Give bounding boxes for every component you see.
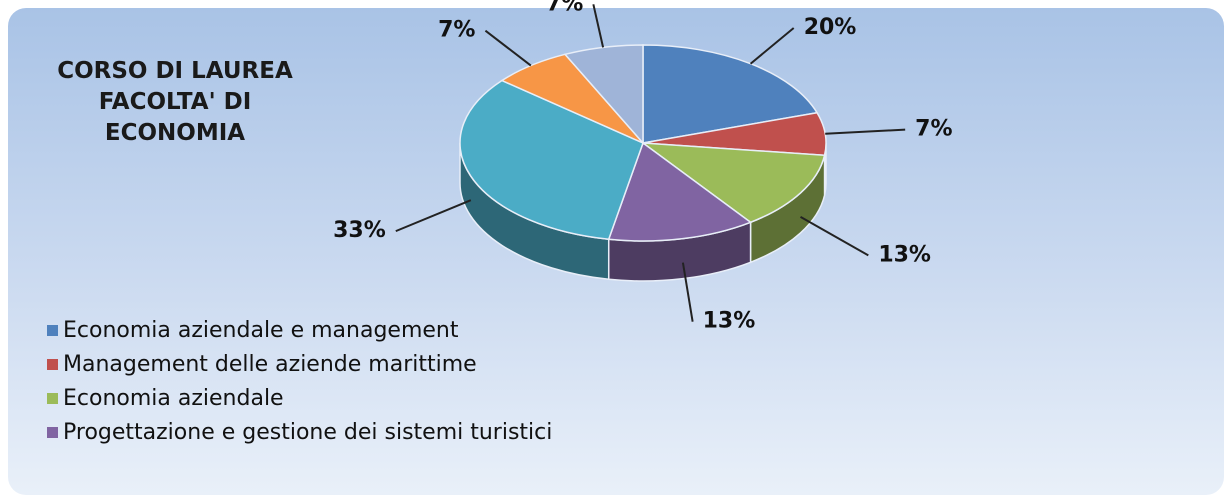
leader-line bbox=[825, 128, 906, 135]
slice bbox=[607, 141, 753, 242]
leader-line bbox=[395, 199, 472, 233]
leader-line bbox=[484, 29, 532, 67]
chart-title: CORSO DI LAUREA FACOLTA' DI ECONOMIA bbox=[57, 58, 293, 146]
legend-swatch bbox=[47, 393, 58, 404]
slice bbox=[459, 79, 644, 241]
data-label: 13% bbox=[878, 242, 931, 267]
legend-label: Economia aziendale e management bbox=[63, 318, 459, 343]
legend-swatch bbox=[47, 359, 58, 370]
data-label: 13% bbox=[703, 309, 756, 334]
slice bbox=[642, 44, 819, 144]
data-label: 7% bbox=[915, 117, 952, 142]
slice bbox=[640, 142, 826, 224]
data-label: 7% bbox=[546, 0, 583, 16]
leader-line bbox=[592, 4, 605, 48]
legend-label: Economia aziendale bbox=[63, 386, 284, 411]
leader-line bbox=[749, 27, 795, 65]
legend-label: Management delle aziende marittime bbox=[63, 352, 477, 377]
data-label: 20% bbox=[804, 15, 857, 40]
legend-swatch bbox=[47, 325, 58, 336]
legend-swatch bbox=[47, 427, 58, 438]
legend-label: Progettazione e gestione dei sistemi tur… bbox=[63, 420, 552, 445]
leader-line bbox=[681, 262, 694, 322]
leader-line bbox=[800, 216, 869, 257]
data-label: 7% bbox=[438, 18, 475, 43]
data-label: 33% bbox=[333, 218, 386, 243]
